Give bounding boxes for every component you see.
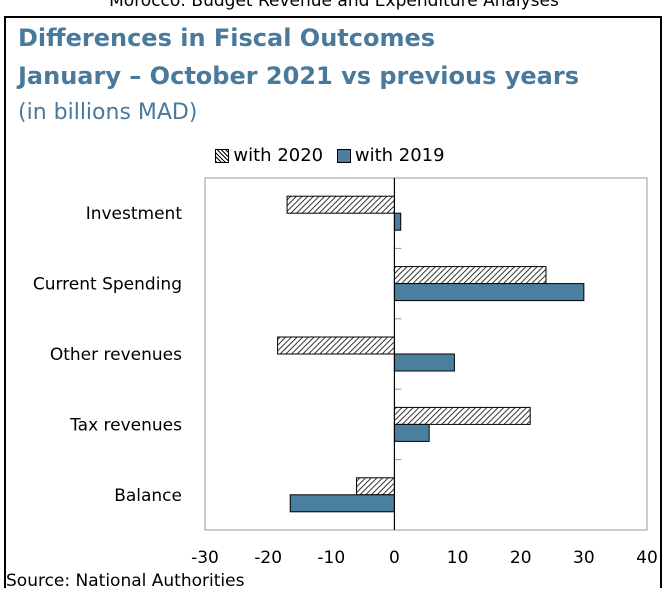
bar-with-2019 bbox=[393, 423, 430, 442]
category-label: Investment bbox=[86, 204, 183, 224]
bar-with-2020 bbox=[356, 477, 395, 496]
x-tick-label: 20 bbox=[510, 548, 532, 568]
clipped-header-text: Morocco: Budget Revenue and Expenditure … bbox=[109, 0, 559, 11]
bar-with-2019 bbox=[393, 283, 585, 302]
legend-label-2020: with 2020 bbox=[233, 145, 324, 166]
x-tick-label: 30 bbox=[573, 548, 595, 568]
bar-with-2019 bbox=[289, 494, 395, 513]
chart-title-line1: Differences in Fiscal Outcomes bbox=[18, 24, 436, 52]
plot-area bbox=[204, 177, 648, 531]
x-tick-label: 40 bbox=[636, 548, 658, 568]
category-label: Other revenues bbox=[50, 345, 182, 365]
source-note: Source: National Authorities bbox=[6, 571, 245, 591]
bar-with-2020 bbox=[393, 266, 547, 285]
category-label: Tax revenues bbox=[69, 415, 182, 435]
x-tick-label: -20 bbox=[254, 548, 282, 568]
legend-item-2020: with 2020 bbox=[215, 145, 323, 166]
legend-swatch-2020 bbox=[215, 148, 230, 163]
chart-unit: (in billions MAD) bbox=[18, 100, 198, 125]
legend: with 2020 with 2019 bbox=[0, 145, 668, 168]
legend-swatch-2019 bbox=[336, 148, 351, 163]
chart-title-line2: January – October 2021 vs previous years bbox=[18, 62, 579, 90]
bar-with-2020 bbox=[286, 195, 395, 214]
chart-frame bbox=[4, 16, 662, 588]
bar-with-2019 bbox=[393, 353, 455, 372]
x-tick-label: -30 bbox=[191, 548, 219, 568]
category-label: Current Spending bbox=[33, 275, 182, 295]
category-label: Balance bbox=[114, 486, 182, 506]
x-tick-label: -10 bbox=[317, 548, 345, 568]
legend-label-2019: with 2019 bbox=[354, 145, 445, 166]
x-tick-label: 10 bbox=[447, 548, 469, 568]
bar-with-2020 bbox=[393, 406, 531, 425]
legend-item-2019: with 2019 bbox=[336, 145, 445, 166]
bar-with-2020 bbox=[277, 336, 395, 355]
x-tick-label: 0 bbox=[389, 548, 400, 568]
bar-with-2019 bbox=[393, 212, 402, 231]
